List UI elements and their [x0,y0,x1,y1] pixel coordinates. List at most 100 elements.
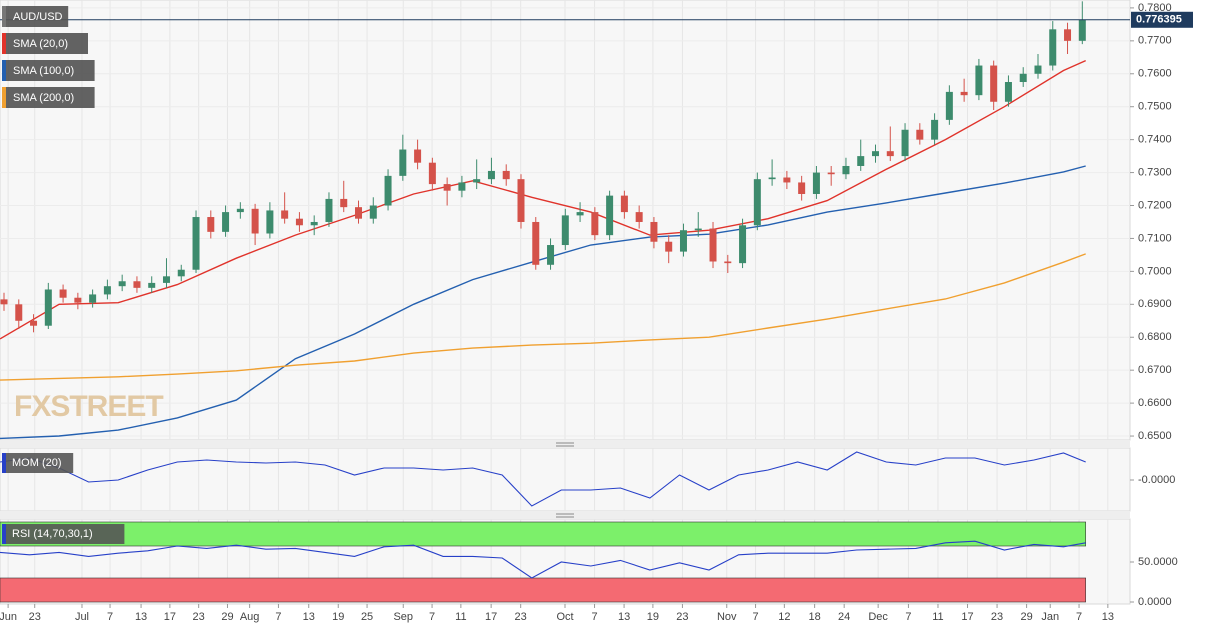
candle-body [74,297,82,303]
candle-body [901,129,909,157]
candle-body [783,177,791,183]
last-price-tag [1131,11,1193,28]
x-tick-label: 17 [961,611,973,623]
candle-body [325,198,333,222]
sma-line [0,253,1086,381]
legend-label: RSI (14,70,30,1) [12,528,93,540]
x-tick-label: 29 [221,611,233,623]
y-tick-label: 0.6900 [1138,298,1172,310]
x-tick-label: 11 [455,611,466,623]
x-tick-label: 24 [838,611,850,623]
candle-body [635,212,643,222]
candle-body [266,210,274,234]
x-tick-label: 7 [1076,611,1082,623]
y-tick-label: 0.0000 [1138,596,1172,608]
x-tick-label: Sep [393,611,413,623]
x-tick-label: 23 [193,611,205,623]
x-tick-label: 7 [752,611,758,623]
candle-body [886,151,894,157]
candle-body [650,221,658,242]
overbought-band [0,521,1086,547]
pane-divider[interactable] [0,440,1130,448]
y-tick-label: 0.6700 [1138,364,1172,376]
x-tick-label: 7 [429,611,435,623]
indicator-line [0,451,1086,507]
x-tick-label: 25 [361,611,373,623]
candle-body [768,177,776,180]
legend-swatch [2,6,6,27]
candle-body [931,119,939,140]
pane-divider[interactable] [0,511,1130,519]
candle-body [44,289,52,326]
candle-body [916,129,924,140]
watermark: FXSTREET [14,390,163,423]
legend-swatch [2,60,6,81]
legend-label: MOM (20) [12,457,62,469]
candle-body [576,212,584,216]
y-tick-label: 0.7200 [1138,199,1172,211]
candle-body [0,299,8,305]
legend-swatch [2,33,6,54]
candle-body [872,151,880,157]
candle-body [960,91,968,96]
indicator-line [0,540,1086,579]
candle-body [502,170,510,180]
y-tick-label: 0.7100 [1138,232,1172,244]
candle-body [369,205,377,219]
x-tick-label: Aug [240,611,260,623]
candle-body [679,230,687,252]
x-tick-label: 7 [275,611,281,623]
candle-body [620,195,628,213]
indicator-legend: MOM (20) [2,453,74,473]
candle-body [1034,65,1042,74]
candle-body [842,165,850,175]
candle-body [694,228,702,231]
legend-box [2,6,69,27]
candle-body [399,149,407,176]
candle-body [236,208,244,213]
candle-body [798,182,806,194]
candle-body [89,294,97,303]
candle-body [458,182,466,191]
candle-body [945,91,953,120]
candle-body [162,276,170,283]
candle-body [532,221,540,265]
candle-body [517,179,525,222]
x-tick-label: Nov [717,611,737,623]
candle-body [281,210,289,219]
x-tick-label: Oct [556,611,573,623]
x-tick-label: 23 [991,611,1003,623]
x-tick-label: 13 [618,611,630,623]
legend-box [2,60,95,81]
x-tick-label: 23 [515,611,527,623]
candle-body [59,289,67,298]
y-tick-label: 0.7800 [1138,2,1172,14]
y-tick-label: 0.7300 [1138,166,1172,178]
candle-body [665,241,673,252]
y-tick-label: 0.6500 [1138,430,1172,442]
sma-line [0,165,1086,440]
candle-body [561,215,569,246]
candle-body [739,225,747,264]
legend-box [2,524,125,544]
candle-body [177,269,185,277]
y-tick-label: 0.7000 [1138,265,1172,277]
legend-label: SMA (20,0) [13,38,68,50]
y-tick-label: 0.7600 [1138,68,1172,80]
x-tick-label: Jul [75,611,89,623]
y-tick-label: 0.7500 [1138,101,1172,113]
y-tick-label: 0.6800 [1138,331,1172,343]
candle-body [295,218,303,226]
candle-body [975,65,983,96]
candle-body [857,156,865,166]
candle-body [724,261,732,264]
legend-swatch [2,524,6,544]
candle-body [591,212,599,236]
y-tick-label: 0.6600 [1138,397,1172,409]
candle-body [118,281,126,287]
candle-body [384,175,392,206]
legend-label: SMA (100,0) [13,65,74,77]
candle-body [355,207,363,219]
candle-body [103,286,111,295]
